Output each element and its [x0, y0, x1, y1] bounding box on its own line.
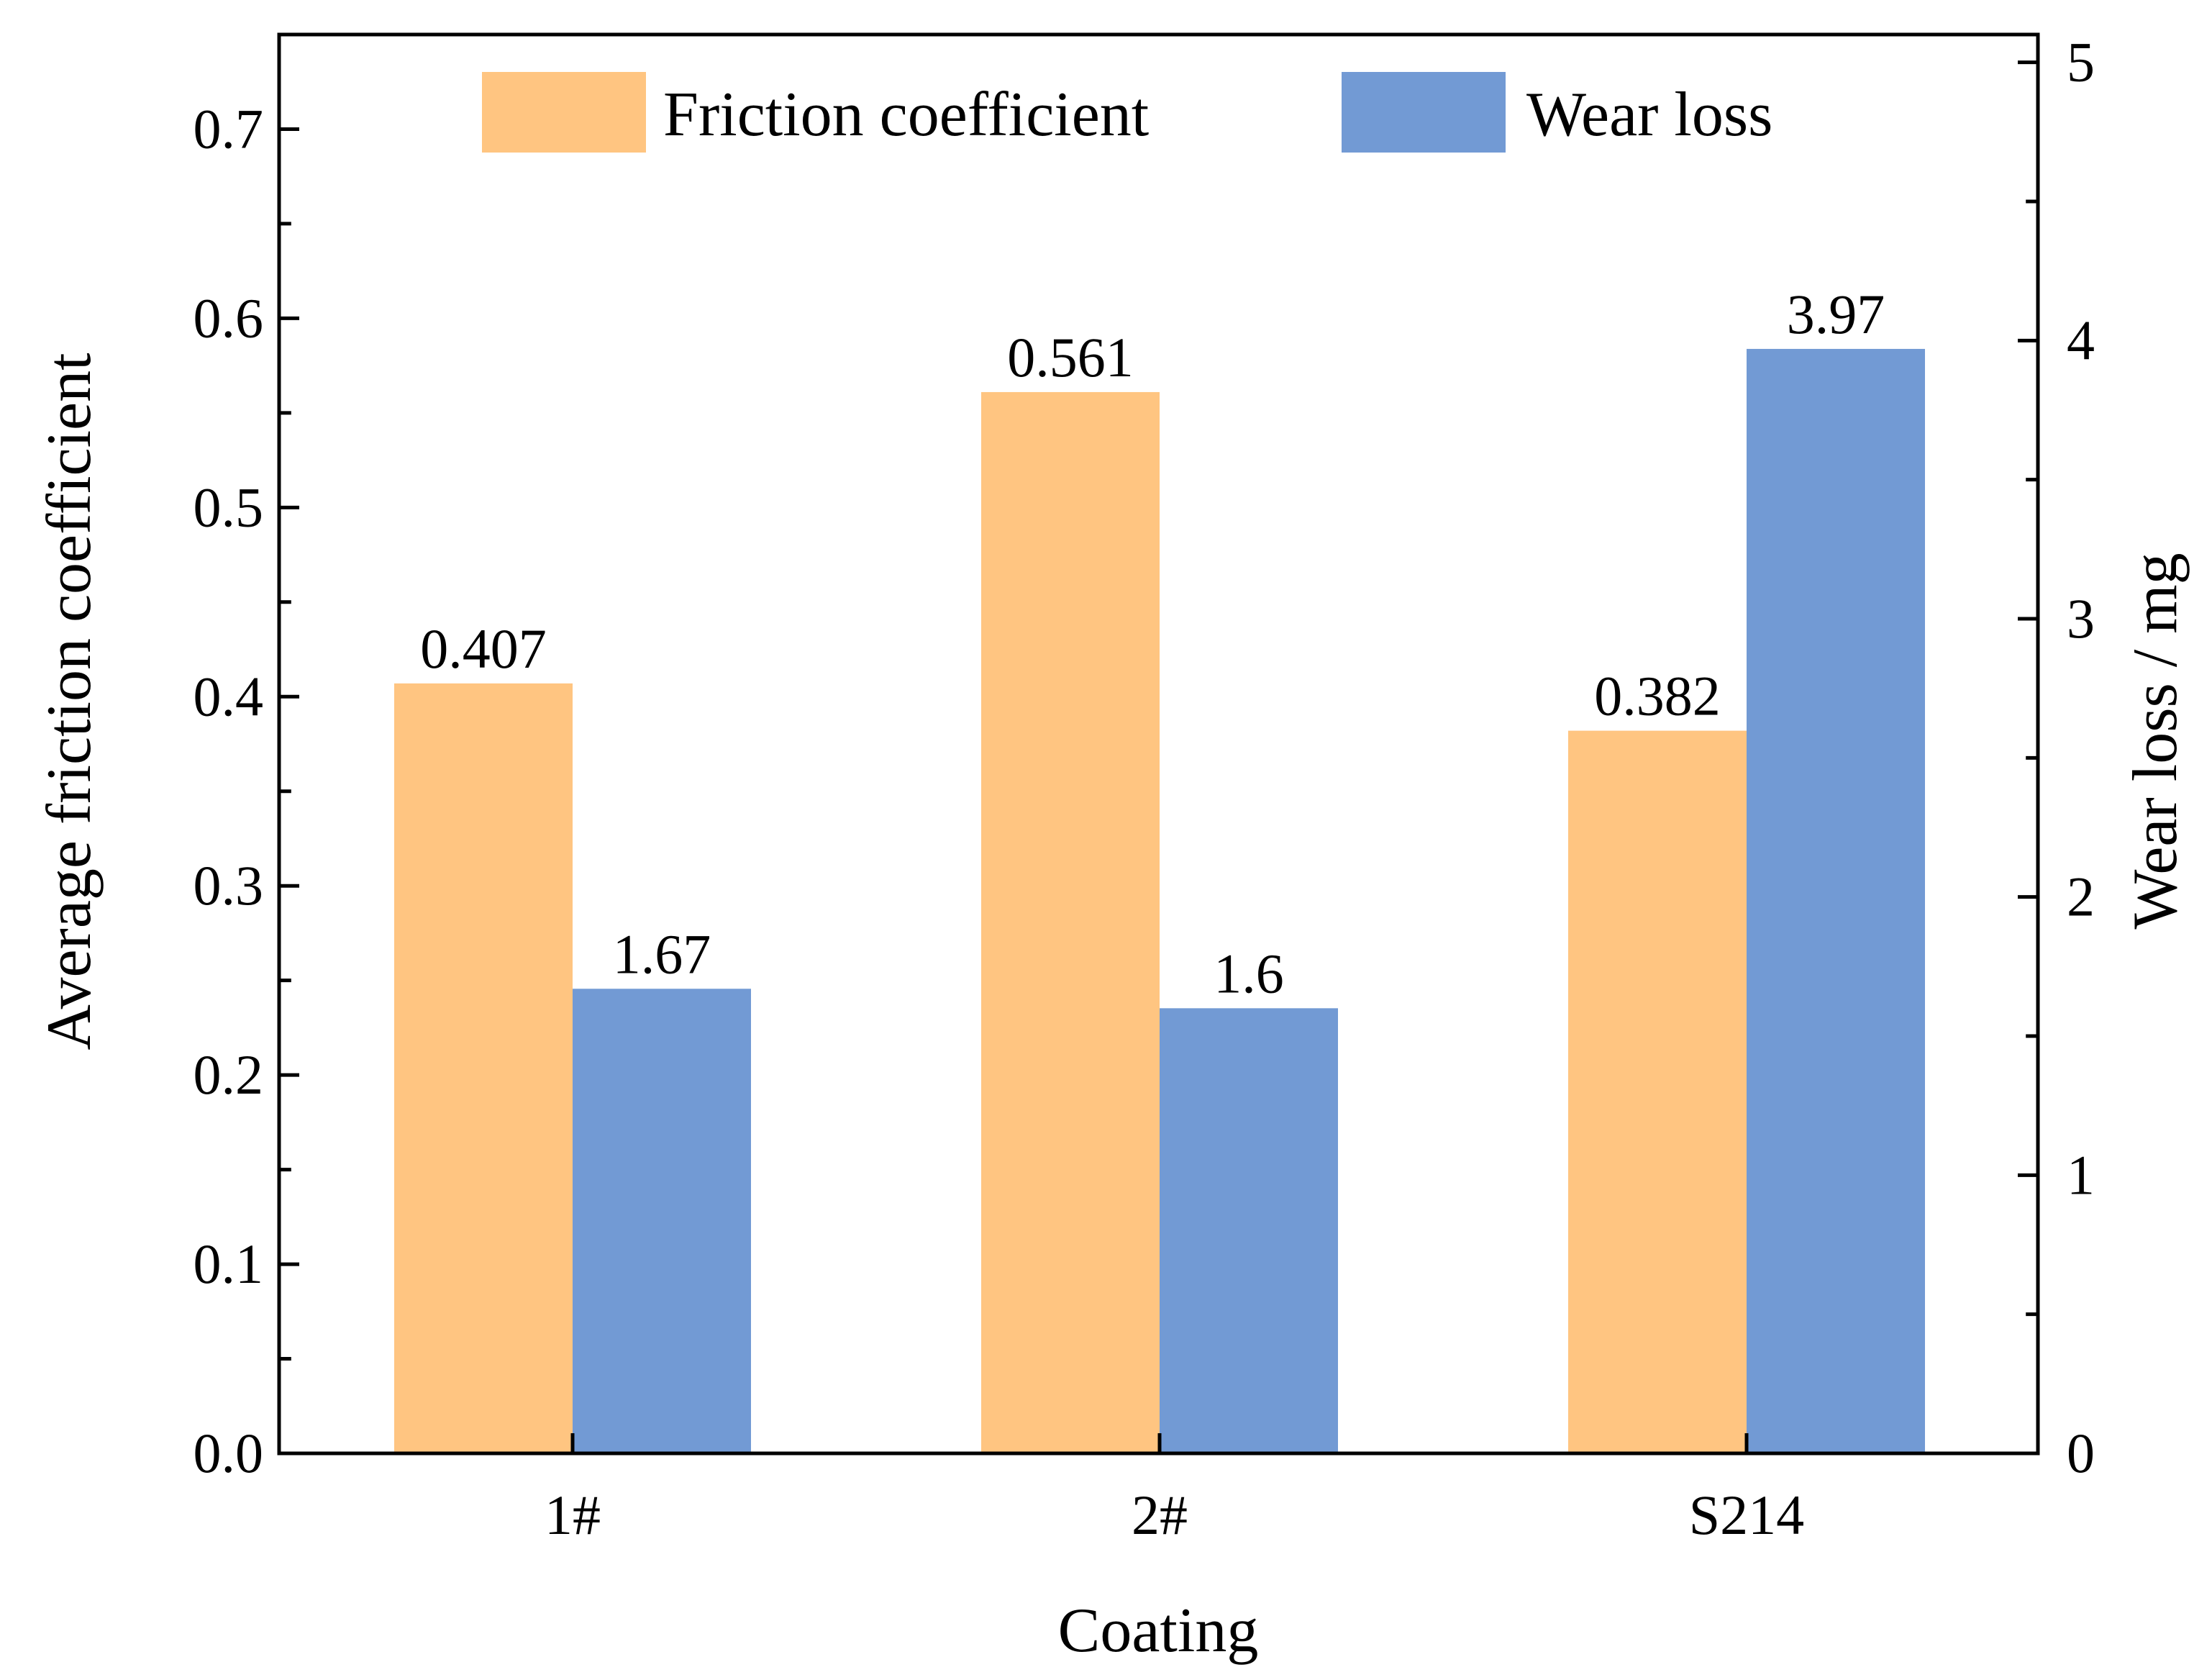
right-tick-label: 2 — [2067, 866, 2095, 928]
x-tick-label: 2# — [1132, 1484, 1188, 1546]
data-label-friction-coefficient: 0.407 — [420, 617, 547, 680]
x-axis-ticks: 1# 2# S214 — [545, 1433, 1804, 1546]
left-tick-label: 0.1 — [194, 1232, 264, 1295]
right-tick-label: 0 — [2067, 1422, 2095, 1484]
left-axis-ticks: 0.0 0.1 0.2 0.3 0.4 0.5 0.6 0.7 — [194, 97, 299, 1484]
right-tick-label: 4 — [2067, 309, 2095, 371]
left-tick-label: 0.2 — [194, 1043, 264, 1106]
data-label-wear-loss: 3.97 — [1787, 283, 1885, 345]
data-label-friction-coefficient: 0.382 — [1594, 665, 1721, 727]
legend: Friction coefficient Wear loss — [482, 72, 1772, 153]
left-axis-title: Average friction coefficient — [35, 353, 104, 1050]
left-tick-label: 0.4 — [194, 665, 264, 727]
bar-wear-loss — [1747, 348, 1925, 1453]
bar-data-labels: 0.407 1.67 0.561 1.6 0.382 3.97 — [420, 283, 1885, 1004]
bars — [394, 348, 1925, 1453]
right-tick-label: 1 — [2067, 1143, 2095, 1206]
legend-swatch-friction-coefficient — [482, 72, 646, 153]
legend-label-friction-coefficient: Friction coefficient — [663, 80, 1149, 150]
left-tick-label: 0.6 — [194, 286, 264, 349]
plot-frame — [277, 32, 2040, 1456]
right-tick-label: 3 — [2067, 587, 2095, 650]
x-tick-label: S214 — [1689, 1484, 1804, 1546]
right-tick-label: 5 — [2067, 31, 2095, 94]
data-label-wear-loss: 1.67 — [613, 922, 711, 985]
bar-friction-coefficient — [1568, 730, 1747, 1453]
bar-friction-coefficient — [981, 391, 1160, 1453]
legend-label-wear-loss: Wear loss — [1526, 80, 1772, 150]
left-tick-label: 0.3 — [194, 854, 264, 917]
x-tick-label: 1# — [545, 1484, 601, 1546]
bar-wear-loss — [573, 989, 751, 1453]
x-axis-title: Coating — [1058, 1596, 1259, 1666]
data-label-wear-loss: 1.6 — [1214, 942, 1284, 1004]
bar-wear-loss — [1160, 1008, 1338, 1453]
bar-friction-coefficient — [394, 683, 573, 1453]
left-tick-label: 0.0 — [194, 1422, 264, 1484]
legend-swatch-wear-loss — [1342, 72, 1506, 153]
left-tick-label: 0.7 — [194, 97, 264, 160]
left-tick-label: 0.5 — [194, 476, 264, 538]
data-label-friction-coefficient: 0.561 — [1007, 326, 1134, 389]
right-axis-ticks: 0 1 2 3 4 5 — [2018, 31, 2095, 1484]
right-axis-title: Wear loss / mg — [2121, 553, 2190, 929]
